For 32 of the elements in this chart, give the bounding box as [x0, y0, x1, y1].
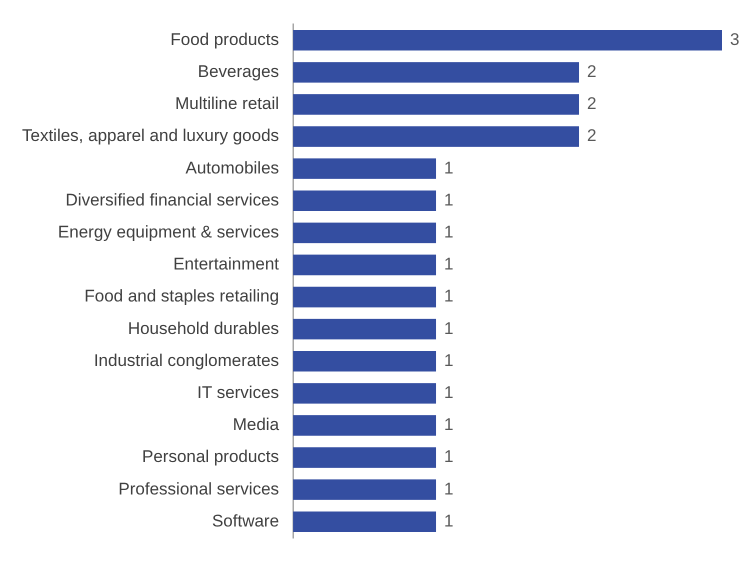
data-label: 1 — [444, 318, 454, 338]
y-tick-label: Software — [212, 511, 280, 530]
data-label: 3 — [730, 30, 740, 49]
y-tick-label: Personal products — [142, 447, 280, 466]
y-tick-label: Industrial conglomerates — [94, 350, 280, 370]
y-tick-label: Textiles, apparel and luxury goods — [22, 126, 280, 146]
y-tick-label: Energy equipment & services — [58, 222, 280, 242]
data-label: 1 — [444, 222, 454, 242]
y-tick-label: Multiline retail — [175, 94, 280, 114]
y-tick-label: Automobiles — [185, 158, 280, 178]
data-label: 1 — [444, 350, 454, 370]
data-label: 1 — [444, 383, 454, 402]
data-label: 1 — [444, 447, 454, 466]
y-tick-label: Food products — [170, 30, 280, 49]
y-tick-label: Diversified financial services — [66, 190, 280, 210]
y-tick-label: Food and staples retailing — [84, 286, 280, 306]
data-label: 2 — [587, 94, 596, 114]
data-label: 1 — [444, 511, 454, 530]
y-tick-label: Beverages — [198, 62, 280, 82]
data-label: 1 — [444, 190, 454, 210]
data-label: 1 — [444, 254, 454, 274]
y-tick-label: Household durables — [128, 318, 280, 338]
data-label: 1 — [444, 286, 454, 306]
y-tick-label: Media — [232, 415, 280, 434]
data-label: 2 — [587, 126, 596, 146]
data-label: 1 — [444, 415, 454, 434]
data-label: 2 — [587, 62, 596, 82]
y-tick-label: IT services — [197, 383, 280, 402]
y-tick-label: Entertainment — [173, 254, 280, 274]
y-tick-label: Professional services — [118, 479, 280, 498]
data-label: 1 — [444, 479, 454, 498]
data-label: 1 — [444, 158, 454, 178]
